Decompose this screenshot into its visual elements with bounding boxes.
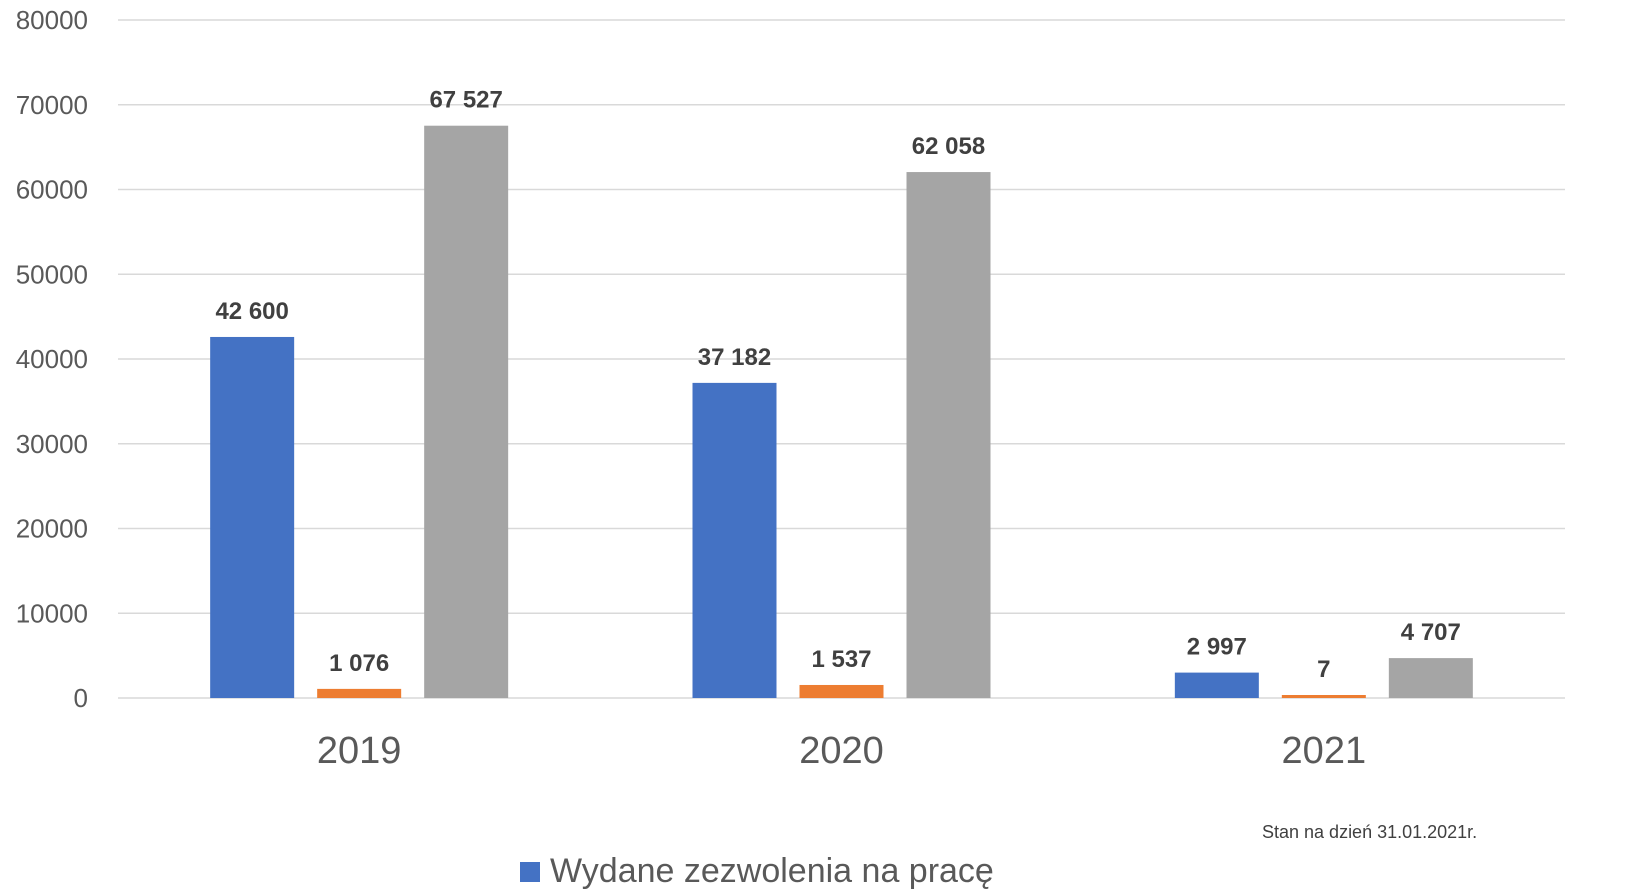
x-tick-label: 2020 xyxy=(799,730,884,772)
y-tick-label: 70000 xyxy=(16,90,88,120)
y-axis: 0 10000 20000 30000 40000 50000 60000 70000 8000… xyxy=(16,5,88,713)
x-tick-label: 2019 xyxy=(317,730,402,772)
data-label: 67 527 xyxy=(429,87,502,114)
data-label: 4 707 xyxy=(1401,619,1461,646)
data-label: 42 600 xyxy=(215,298,288,325)
legend: Wydane zezwolenia na pracę xyxy=(520,852,994,891)
y-tick-label: 80000 xyxy=(16,5,88,35)
legend-swatch xyxy=(520,861,540,882)
y-tick-label: 30000 xyxy=(16,429,88,459)
bar xyxy=(692,382,777,698)
bar xyxy=(906,172,991,698)
data-label: 1 537 xyxy=(811,646,871,673)
y-tick-label: 20000 xyxy=(16,514,88,544)
y-tick-label: 0 xyxy=(74,683,88,713)
y-tick-label: 40000 xyxy=(16,344,88,374)
bar xyxy=(1281,695,1366,698)
x-axis: 2019 2020 2021 xyxy=(317,730,1366,772)
data-label: 37 182 xyxy=(698,344,771,371)
date-note: Stan na dzień 31.01.2021r. xyxy=(1262,822,1478,842)
bar xyxy=(1174,672,1259,698)
bar xyxy=(210,336,295,698)
y-tick-label: 60000 xyxy=(16,175,88,205)
bars xyxy=(210,125,1473,698)
data-label: 1 076 xyxy=(329,650,389,677)
y-tick-label: 50000 xyxy=(16,259,88,289)
data-label: 7 xyxy=(1317,656,1330,683)
bar xyxy=(799,684,884,698)
legend-label: Wydane zezwolenia na pracę xyxy=(550,852,994,890)
data-label: 62 058 xyxy=(912,133,985,160)
data-label: 2 997 xyxy=(1187,634,1247,661)
x-tick-label: 2021 xyxy=(1282,730,1367,772)
data-labels: 42 600 1 076 67 527 37 182 1 537 62 058 2 997 7… xyxy=(215,87,1460,683)
gridlines xyxy=(118,19,1565,699)
y-tick-label: 10000 xyxy=(16,598,88,628)
bar xyxy=(1388,658,1473,698)
bar xyxy=(317,688,402,698)
bar xyxy=(424,125,509,698)
